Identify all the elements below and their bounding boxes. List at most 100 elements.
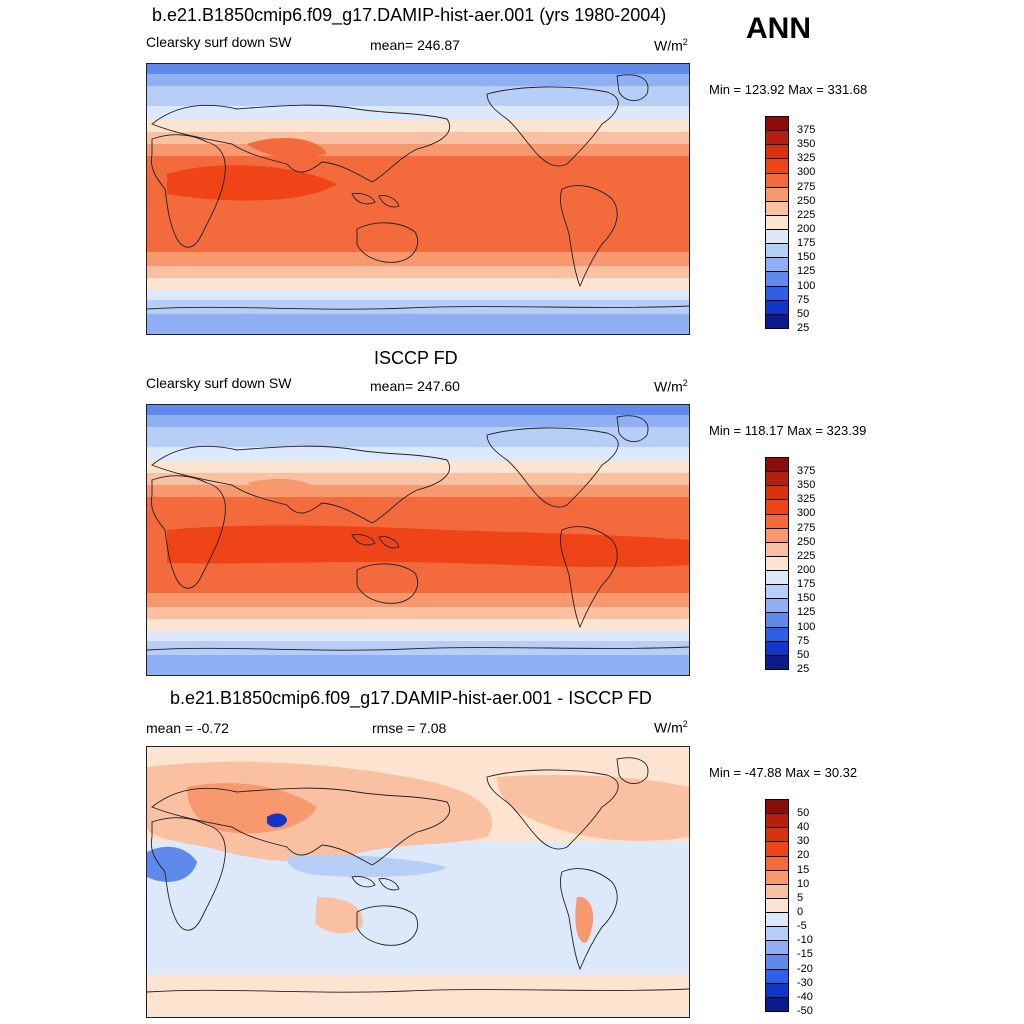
panel-1-colorbar: 375 350 325 300 275 250 225 200 175 150 125 100 75 50… <box>765 116 825 334</box>
colorbar-box <box>765 513 789 529</box>
map-contour-band <box>147 842 689 922</box>
panel-2-title: ISCCP FD <box>374 348 458 368</box>
colorbar-tick-label: 375 <box>797 465 816 478</box>
panel-3-bands <box>147 747 689 1017</box>
coastline-path <box>486 86 619 167</box>
map-contour-band <box>147 120 689 132</box>
map-contour-band <box>147 314 689 334</box>
colorbar-box <box>765 499 789 515</box>
map-contour-band <box>147 300 689 314</box>
map-contour-band <box>147 415 689 427</box>
colorbar-tick-label: 250 <box>797 535 816 548</box>
colorbar-tick-label: 125 <box>797 265 816 278</box>
colorbar-tick-label: 75 <box>797 634 810 647</box>
colorbar-box <box>765 940 789 956</box>
map-contour-blob <box>347 202 553 224</box>
map-contour-band <box>147 485 689 497</box>
coastline-path <box>616 415 649 442</box>
colorbar-box <box>765 457 789 473</box>
colorbar-tick-label: 30 <box>797 835 810 848</box>
colorbar-box <box>765 570 789 586</box>
colorbar-box <box>765 869 789 885</box>
map-contour-band <box>147 461 689 473</box>
colorbar-box <box>765 626 789 642</box>
map-contour-band <box>147 607 689 619</box>
colorbar-tick-label: 40 <box>797 821 810 834</box>
colorbar-box <box>765 313 789 329</box>
colorbar-box <box>765 144 789 160</box>
map-contour-band <box>147 252 689 266</box>
colorbar-box <box>765 926 789 942</box>
colorbar-box <box>765 996 789 1012</box>
colorbar-tick-label: 250 <box>797 194 816 207</box>
colorbar-tick-label: 100 <box>797 620 816 633</box>
coastline-path <box>616 74 649 101</box>
panel-1-coastlines <box>147 74 689 310</box>
colorbar-tick-label: 200 <box>797 223 816 235</box>
colorbar-tick-label: 200 <box>797 564 816 576</box>
coastline-path <box>616 757 649 784</box>
map-contour-blob <box>575 896 594 943</box>
coastline-path <box>351 876 376 888</box>
panel-3-map-svg <box>147 747 689 1017</box>
coastline-path <box>151 787 450 866</box>
colorbar-box <box>765 229 789 245</box>
coastline-path <box>378 878 400 891</box>
colorbar-tick-label: 225 <box>797 549 816 562</box>
colorbar-box <box>765 799 789 815</box>
colorbar-tick-label: 225 <box>797 208 816 221</box>
panel-3-title: b.e21.B1850cmip6.f09_g17.DAMIP-hist-aer.… <box>170 688 652 708</box>
colorbar-box <box>765 897 789 914</box>
map-contour-band <box>147 631 689 641</box>
colorbar-tick-label: 350 <box>797 138 816 151</box>
colorbar-box <box>765 527 789 543</box>
colorbar-box <box>765 172 789 188</box>
colorbar-box <box>765 813 789 829</box>
colorbar-tick-label: 50 <box>797 307 810 320</box>
colorbar-box <box>765 883 789 899</box>
colorbar-box <box>765 186 789 202</box>
colorbar-tick-label: -10 <box>797 934 813 947</box>
colorbar-box <box>765 640 789 656</box>
map-contour-band <box>147 132 689 144</box>
colorbar-box <box>765 271 789 287</box>
panel-2-colorbar: 375 350 325 300 275 250 225 200 175 150 125 100 75 50… <box>765 457 825 675</box>
panel-1-title: b.e21.B1850cmip6.f09_g17.DAMIP-hist-aer.… <box>152 5 667 25</box>
coastline-path <box>147 305 689 310</box>
colorbar-tick-label: 300 <box>797 166 816 179</box>
colorbar-tick-label: 10 <box>797 877 810 890</box>
map-contour-band <box>147 975 689 1017</box>
colorbar-tick-label: 50 <box>797 648 810 661</box>
colorbar-tick-label: 300 <box>797 507 816 520</box>
map-contour-band <box>147 641 689 655</box>
coastline-path <box>147 988 689 993</box>
colorbar-box <box>765 584 789 600</box>
panel-3-rmse-label: rmse = 7.08 <box>372 720 447 736</box>
colorbar-tick-label: -50 <box>797 1004 813 1017</box>
panel-1-mean-label: mean= 246.87 <box>370 37 460 53</box>
map-contour-blob <box>247 138 327 158</box>
map-contour-band <box>147 266 689 278</box>
colorbar-tick-label: 5 <box>797 891 804 904</box>
panel-2-units-label: W/m2 <box>654 378 688 395</box>
map-contour-blob <box>167 165 337 201</box>
coastline-path <box>559 185 618 288</box>
colorbar-box <box>765 982 789 998</box>
coastline-path <box>150 134 226 248</box>
colorbar-box <box>765 954 789 970</box>
panel-2-map-svg <box>147 405 689 675</box>
colorbar-box <box>765 598 789 614</box>
map-contour-band <box>147 74 689 86</box>
colorbar-box <box>765 841 789 857</box>
coastline-path <box>356 563 419 604</box>
colorbar-tick-label: 175 <box>797 237 816 250</box>
colorbar-tick-label: 75 <box>797 293 810 306</box>
coastline-path <box>356 222 419 263</box>
colorbar-box <box>765 116 789 132</box>
colorbar-tick-label: 325 <box>797 493 816 506</box>
panel-2-map <box>146 404 690 676</box>
panel-1-map <box>146 63 690 335</box>
colorbar-box <box>765 158 789 174</box>
map-contour-band <box>147 106 689 120</box>
coastline-path <box>378 195 400 208</box>
